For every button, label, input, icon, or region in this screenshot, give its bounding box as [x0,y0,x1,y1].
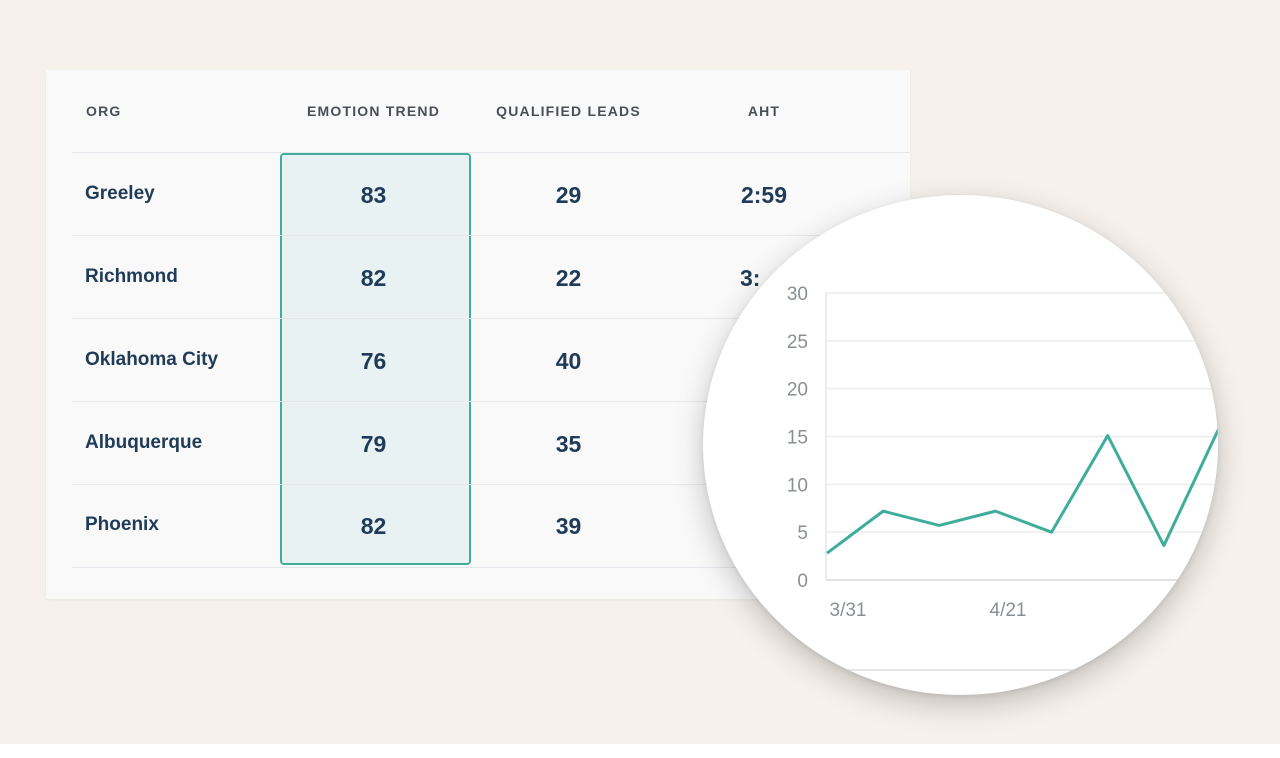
row-divider [72,567,910,568]
column-header-emotion-trend[interactable]: EMOTION TREND [306,103,441,119]
emotion-trend-column-highlight [280,153,471,565]
org-name: Phoenix [85,514,159,535]
qualified-leads-value: 35 [555,431,582,457]
row-divider [72,235,910,236]
aht-value: 3: [740,265,761,291]
emotion-trend-value: 76 [360,348,387,374]
qualified-leads-value: 22 [555,265,582,291]
y-tick-label: 10 [787,475,808,496]
emotion-trend-line-chart: 0 5 10 15 20 25 30 3/31 4/21 [703,284,1218,671]
y-tick-label: 30 [787,284,808,305]
emotion-trend-value: 83 [360,182,387,208]
y-tick-label: 0 [797,571,808,592]
row-divider [72,152,910,153]
aht-value: 2:59 [740,182,788,208]
x-tick-label: 3/31 [830,600,867,621]
org-name: Richmond [85,266,178,287]
org-name: Greeley [85,183,155,204]
column-header-qualified-leads[interactable]: QUALIFIED LEADS [496,103,641,119]
column-header-aht[interactable]: AHT [747,103,781,119]
emotion-trend-value: 82 [360,513,387,539]
row-divider [72,484,910,485]
row-divider [72,318,910,319]
qualified-leads-value: 39 [555,513,582,539]
y-tick-label: 15 [787,428,808,449]
y-tick-label: 5 [797,523,808,544]
qualified-leads-value: 29 [555,182,582,208]
column-header-org[interactable]: ORG [86,103,122,119]
org-name: Albuquerque [85,432,203,453]
y-tick-label: 25 [787,332,808,353]
emotion-trend-value: 82 [360,265,387,291]
org-name: Oklahoma City [85,349,219,370]
x-tick-label: 4/21 [990,600,1027,621]
trend-chart-magnifier: 0 5 10 15 20 25 30 3/31 4/21 [703,195,1218,695]
y-tick-label: 20 [787,380,808,401]
qualified-leads-value: 40 [555,348,582,374]
emotion-trend-series-line [826,426,1218,555]
row-divider [72,401,910,402]
emotion-trend-value: 79 [360,431,387,457]
